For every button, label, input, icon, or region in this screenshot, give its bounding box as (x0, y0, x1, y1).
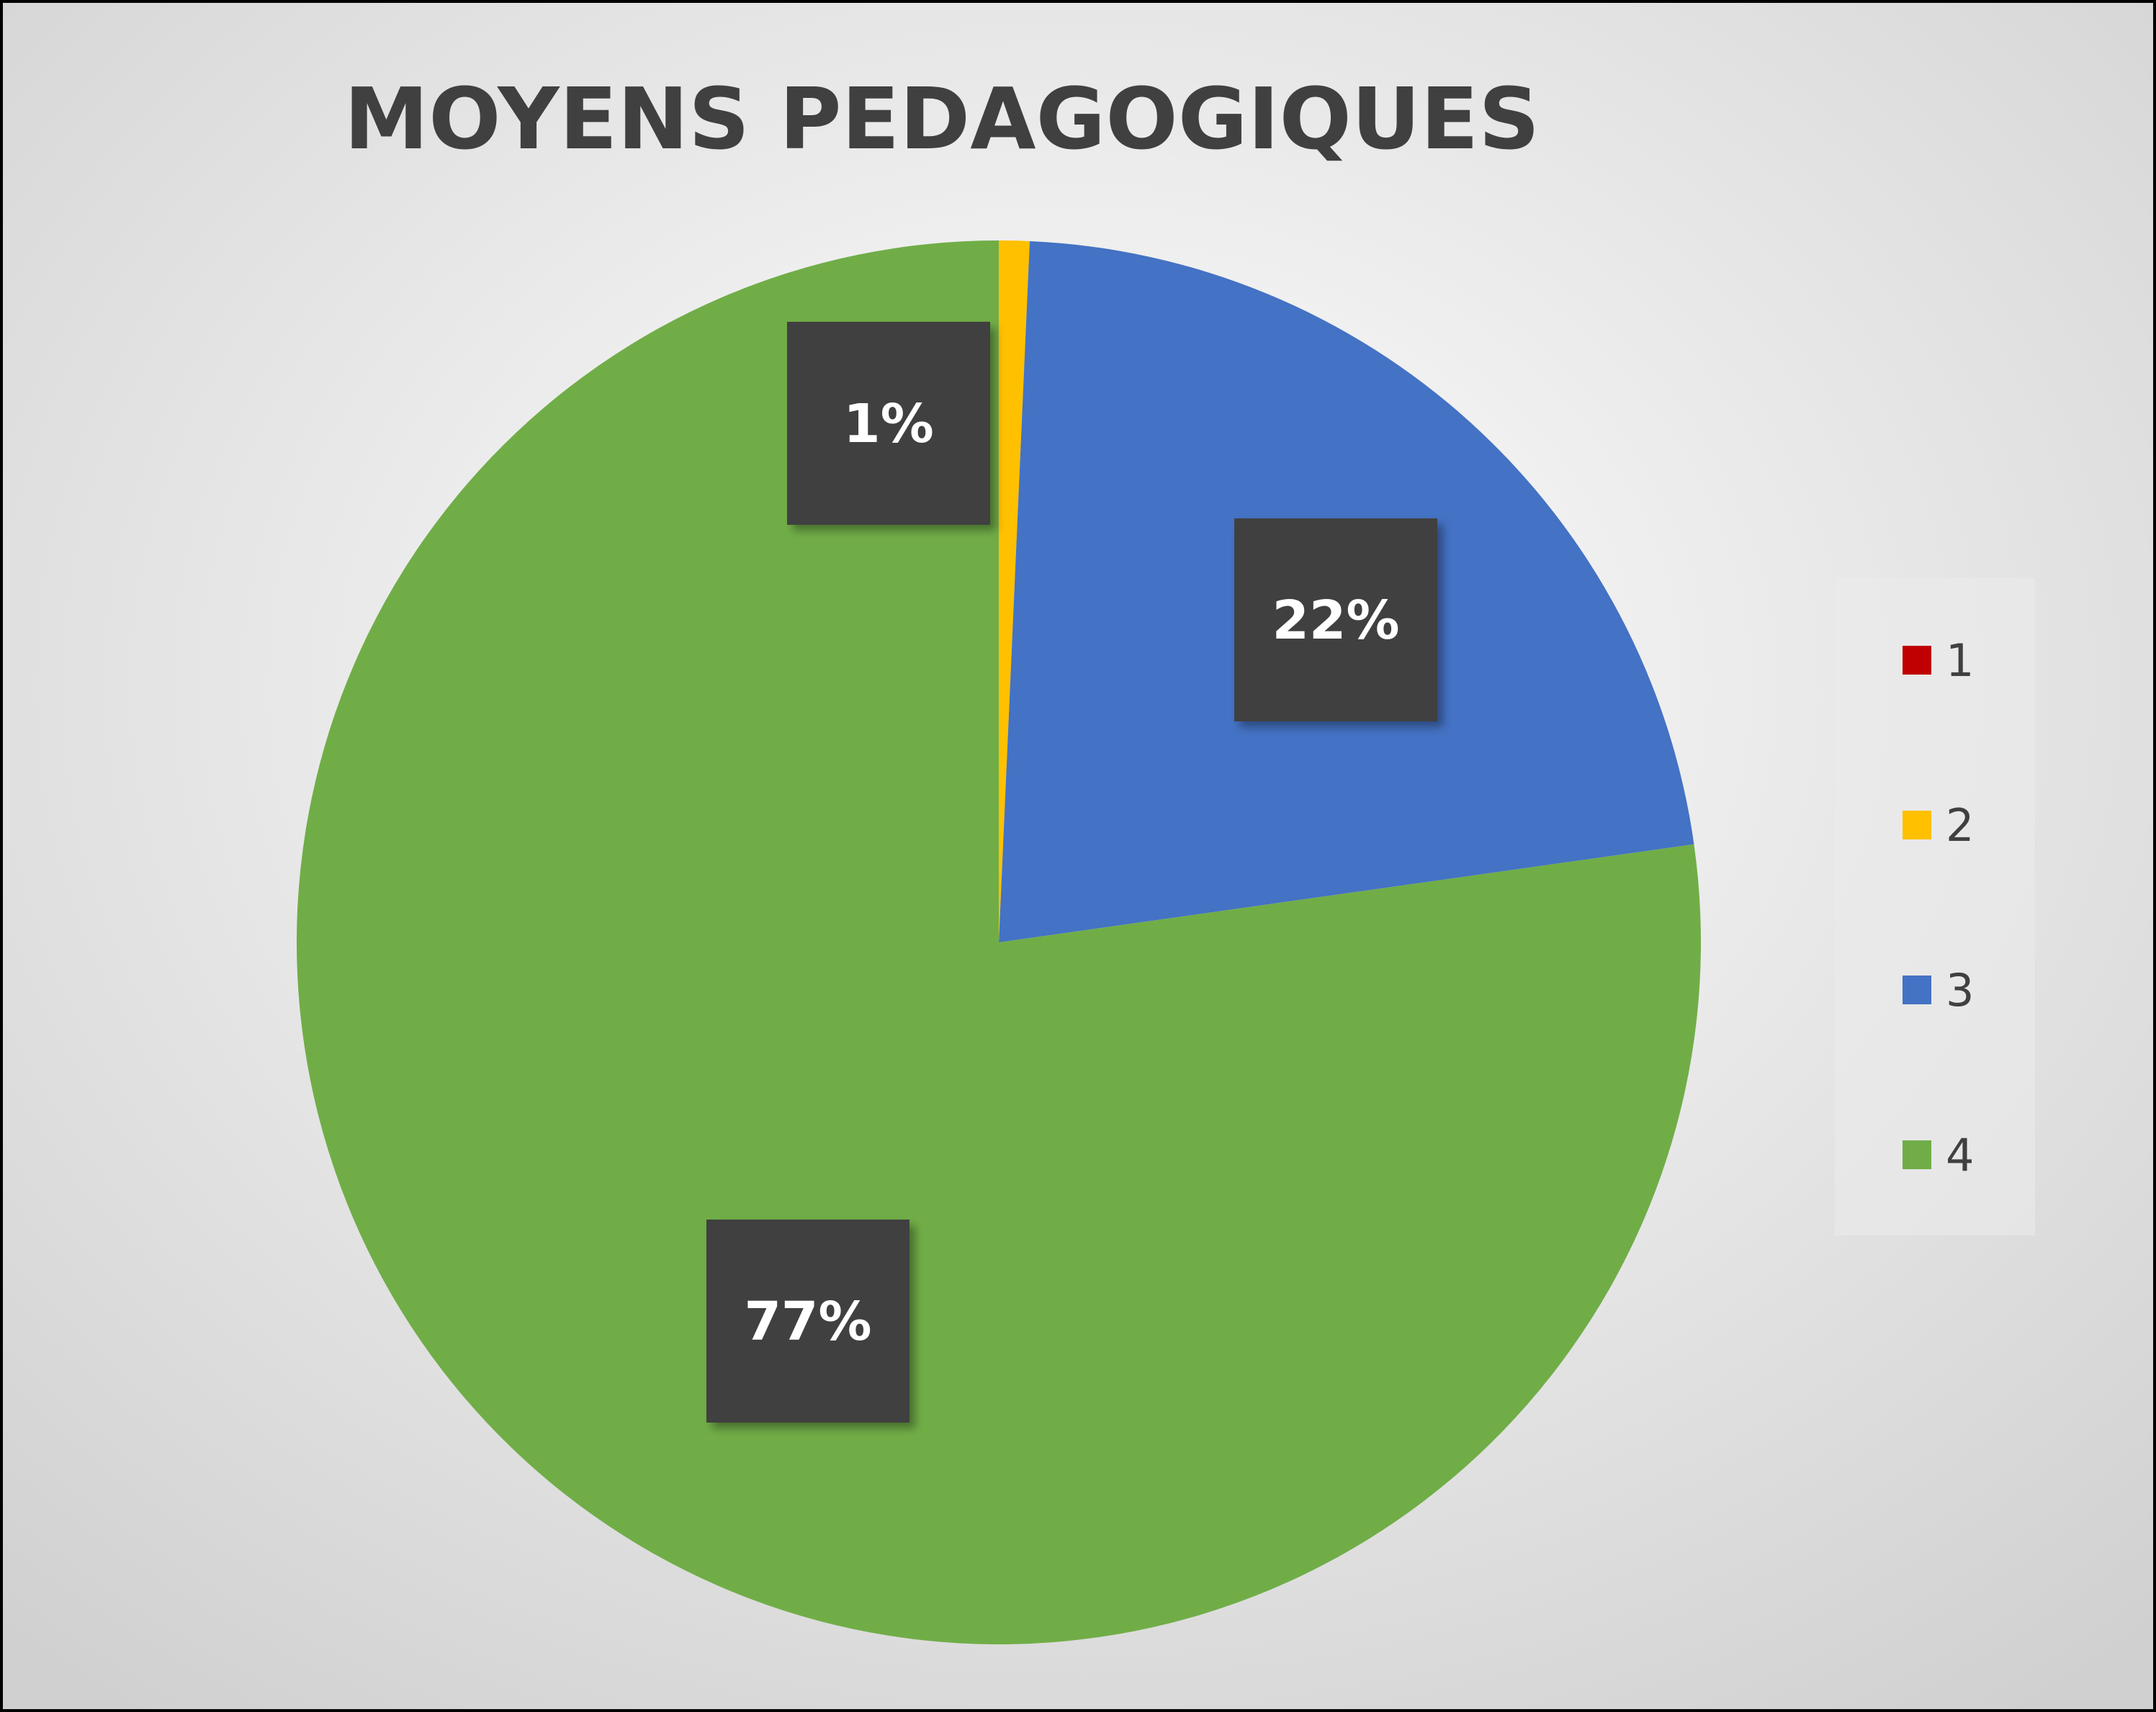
data-label-box-2 (787, 322, 990, 525)
data-label-text-4: 77% (744, 1291, 871, 1353)
legend-label-4: 4 (1946, 1129, 1974, 1181)
data-label-3: 22% (1234, 518, 1437, 721)
legend-item-1: 1 (1903, 634, 1974, 687)
data-label-4: 77% (706, 1220, 909, 1423)
legend: 1 2 3 4 (1835, 578, 2035, 1235)
legend-item-3: 3 (1903, 964, 1974, 1017)
pie-slice-4 (296, 240, 1701, 1644)
legend-swatch-3 (1903, 976, 1931, 1004)
data-label-text-3: 22% (1272, 590, 1399, 652)
data-label-2: 1% (787, 322, 990, 525)
legend-label-1: 1 (1946, 634, 1974, 687)
data-label-box-4 (706, 1220, 909, 1423)
data-labels: 1% 22% 77% (706, 322, 1437, 1423)
chart-title: MOYENS PEDAGOGIQUES (344, 69, 1540, 168)
legend-item-4: 4 (1903, 1129, 1974, 1181)
pie-slices (296, 240, 1701, 1644)
legend-swatch-4 (1903, 1140, 1931, 1169)
legend-box (1835, 578, 2035, 1235)
legend-item-2: 2 (1903, 799, 1974, 852)
legend-swatch-2 (1903, 811, 1931, 839)
data-label-text-2: 1% (843, 393, 934, 455)
legend-label-3: 3 (1946, 964, 1974, 1017)
data-label-box-3 (1234, 518, 1437, 721)
legend-swatch-1 (1903, 646, 1931, 675)
pie-slice-2 (999, 240, 1030, 942)
legend-label-2: 2 (1946, 799, 1974, 852)
